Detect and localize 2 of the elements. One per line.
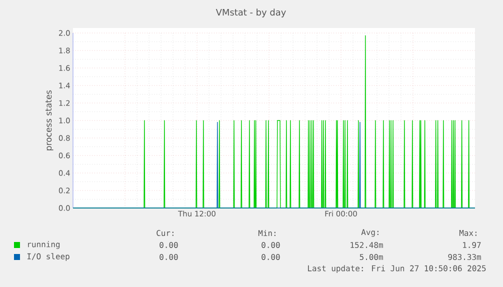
y-axis-title: process states bbox=[46, 90, 54, 150]
chart-title: VMstat - by day bbox=[216, 8, 286, 18]
